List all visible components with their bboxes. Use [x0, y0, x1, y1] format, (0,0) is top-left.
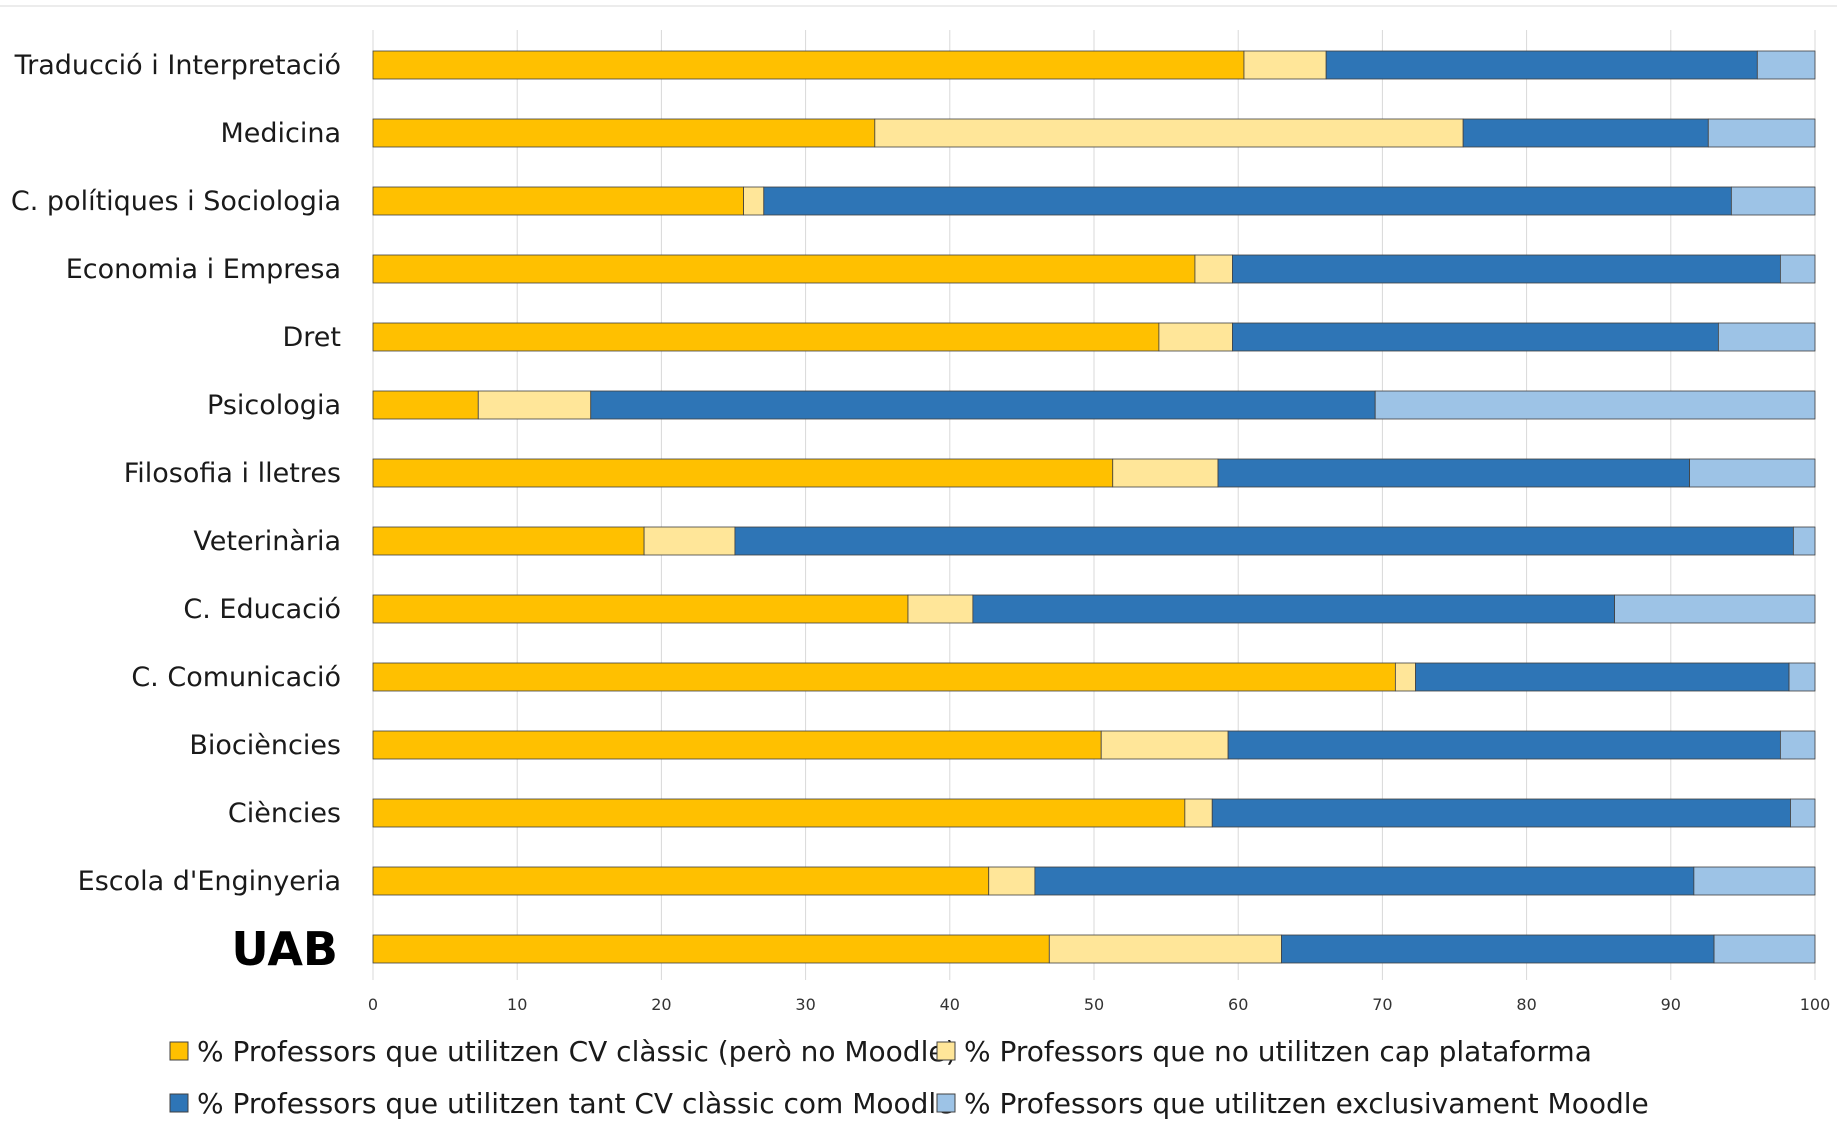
bars [372, 50, 1816, 964]
bar-segment-8-1 [907, 594, 974, 624]
bar-segment-1-1 [874, 118, 1464, 148]
x-tick-label-3: 30 [795, 995, 815, 1014]
category-label-3: Economia i Empresa [66, 254, 341, 285]
bar-segment-12-1 [988, 866, 1036, 896]
legend-swatch-2 [169, 1093, 189, 1113]
bar-segment-8-0 [372, 594, 909, 624]
bar-segment-3-1 [1194, 254, 1233, 284]
gridlines [372, 30, 1816, 980]
legend-label-0: % Professors que utilitzen CV clàssic (p… [197, 1035, 957, 1068]
category-label-2: C. polítiques i Sociologia [11, 186, 341, 217]
x-tick-label-5: 50 [1084, 995, 1104, 1014]
bar-segment-8-2 [972, 594, 1615, 624]
bar-segment-6-1 [1112, 458, 1219, 488]
legend-label-2: % Professors que utilitzen tant CV clàss… [197, 1087, 953, 1120]
bar-segment-11-3 [1790, 798, 1816, 828]
bar-segment-2-2 [763, 186, 1732, 216]
bar-segment-0-2 [1325, 50, 1758, 80]
bar-segment-5-0 [372, 390, 479, 420]
legend-swatch-0 [169, 1041, 189, 1061]
x-axis-tick-labels: 0 10 20 30 40 50 60 70 80 90 100 [368, 995, 1830, 1014]
bar-segment-9-3 [1788, 662, 1816, 692]
legend: % Professors que utilitzen CV clàssic (p… [169, 1035, 1649, 1120]
bar-segment-12-0 [372, 866, 990, 896]
bar-segment-10-2 [1227, 730, 1781, 760]
bar-segment-10-0 [372, 730, 1102, 760]
bar-segment-9-1 [1394, 662, 1416, 692]
bar-segment-2-1 [743, 186, 765, 216]
x-tick-label-10: 100 [1800, 995, 1831, 1014]
category-label-12: Escola d'Enginyeria [78, 866, 341, 897]
category-label-1: Medicina [220, 118, 341, 149]
bar-segment-4-0 [372, 322, 1160, 352]
bar-segment-7-0 [372, 526, 645, 556]
x-tick-label-8: 80 [1516, 995, 1536, 1014]
bar-segment-7-1 [643, 526, 736, 556]
bar-segment-5-3 [1374, 390, 1816, 420]
category-label-9: C. Comunicació [131, 662, 341, 693]
bar-segment-3-2 [1232, 254, 1781, 284]
bar-segment-9-0 [372, 662, 1396, 692]
category-label-7: Veterinària [193, 526, 341, 557]
bar-segment-6-2 [1217, 458, 1690, 488]
bar-segment-9-2 [1415, 662, 1790, 692]
bar-segment-11-0 [372, 798, 1186, 828]
bar-segment-5-2 [590, 390, 1376, 420]
bar-segment-5-1 [477, 390, 592, 420]
bar-segment-13-3 [1713, 934, 1816, 964]
x-tick-label-7: 70 [1372, 995, 1392, 1014]
bar-segment-3-3 [1779, 254, 1816, 284]
legend-swatch-1 [936, 1041, 956, 1061]
category-label-10: Biociències [189, 730, 341, 761]
bar-segment-1-2 [1462, 118, 1709, 148]
category-label-6: Filosofia i lletres [124, 458, 341, 489]
bar-segment-12-2 [1034, 866, 1695, 896]
bar-segment-0-0 [372, 50, 1245, 80]
bar-segment-11-2 [1211, 798, 1791, 828]
bar-segment-6-0 [372, 458, 1114, 488]
bar-segment-4-1 [1158, 322, 1233, 352]
bar-segment-10-1 [1100, 730, 1229, 760]
bar-segment-6-3 [1689, 458, 1816, 488]
legend-label-3: % Professors que utilitzen exclusivament… [964, 1087, 1649, 1120]
bar-segment-10-3 [1779, 730, 1816, 760]
bar-segment-1-0 [372, 118, 876, 148]
category-label-13: UAB [231, 922, 338, 976]
bar-segment-7-3 [1792, 526, 1816, 556]
category-label-4: Dret [283, 322, 342, 353]
bar-segment-13-1 [1048, 934, 1282, 964]
bar-segment-12-3 [1693, 866, 1816, 896]
legend-label-1: % Professors que no utilitzen cap plataf… [964, 1035, 1592, 1068]
x-tick-label-2: 20 [651, 995, 671, 1014]
category-label-5: Psicologia [207, 390, 341, 421]
category-labels: Traducció i Interpretació Medicina C. polí… [11, 50, 341, 976]
bar-segment-1-3 [1707, 118, 1816, 148]
x-tick-label-9: 90 [1661, 995, 1681, 1014]
bar-segment-2-3 [1730, 186, 1816, 216]
category-label-0: Traducció i Interpretació [14, 50, 341, 81]
bar-segment-4-3 [1717, 322, 1816, 352]
bar-segment-7-2 [734, 526, 1794, 556]
x-tick-label-0: 0 [368, 995, 378, 1014]
bar-segment-11-1 [1184, 798, 1213, 828]
bar-segment-4-2 [1232, 322, 1719, 352]
x-tick-label-4: 40 [940, 995, 960, 1014]
bar-segment-0-1 [1243, 50, 1327, 80]
category-label-11: Ciències [228, 798, 341, 829]
x-tick-label-6: 60 [1228, 995, 1248, 1014]
bar-segment-2-0 [372, 186, 744, 216]
bar-segment-3-0 [372, 254, 1196, 284]
x-tick-label-1: 10 [507, 995, 527, 1014]
category-label-8: C. Educació [183, 594, 341, 625]
bar-segment-8-3 [1614, 594, 1816, 624]
legend-swatch-3 [936, 1093, 956, 1113]
bar-segment-0-3 [1756, 50, 1816, 80]
bar-segment-13-2 [1281, 934, 1715, 964]
bar-segment-13-0 [372, 934, 1050, 964]
